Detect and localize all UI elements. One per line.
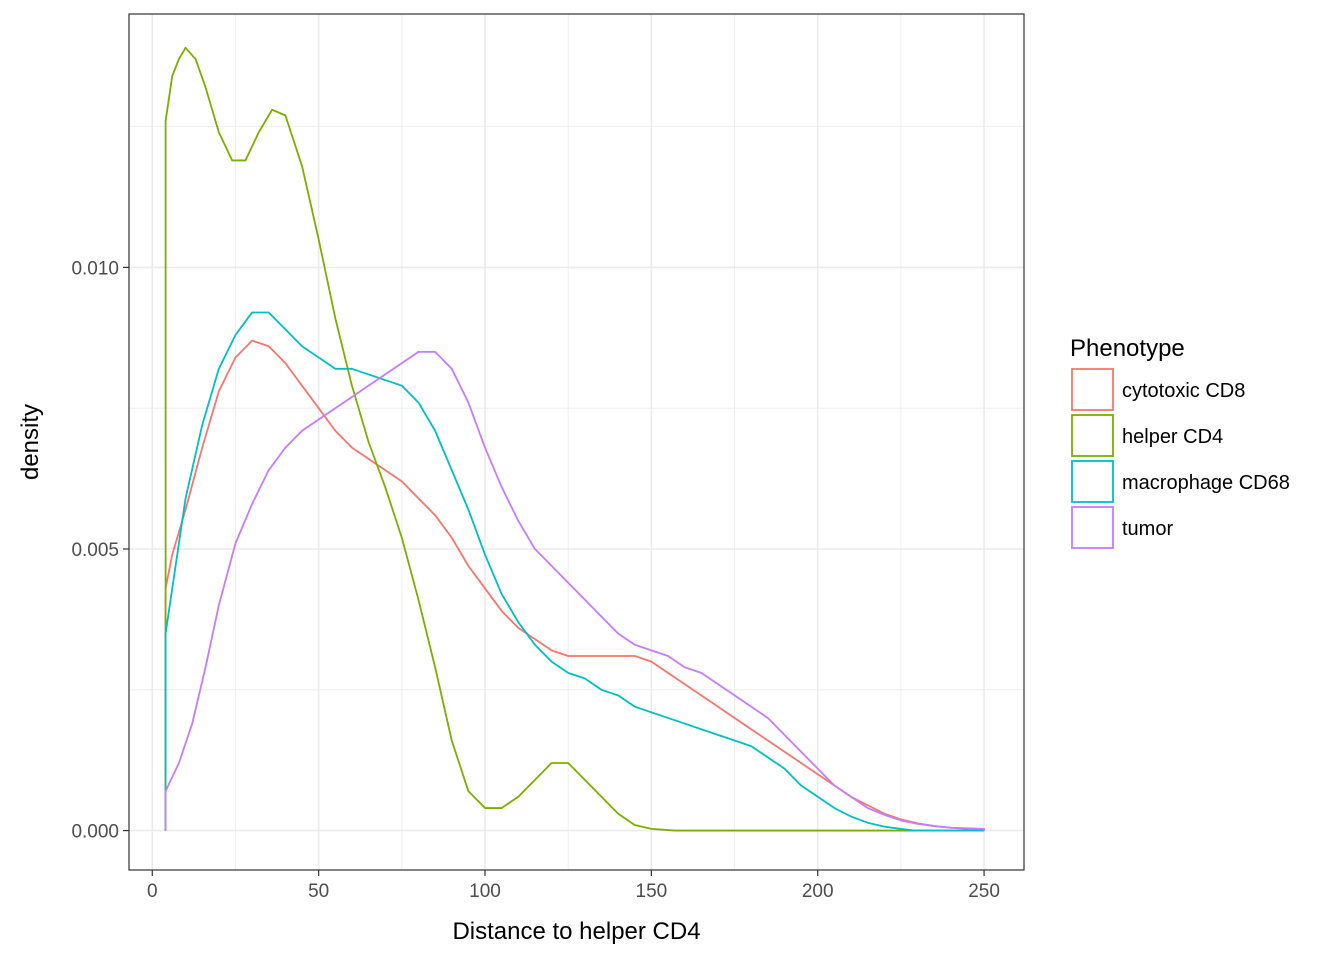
series-lines — [164, 46, 985, 832]
legend-key-3 — [1071, 506, 1114, 549]
x-tick-label: 200 — [802, 881, 834, 902]
y-tick-label: 0.005 — [71, 540, 119, 561]
x-tick-label: 250 — [968, 881, 1000, 902]
legend-key-2 — [1071, 460, 1114, 503]
y-axis-title: density — [17, 404, 44, 480]
legend: Phenotype cytotoxic CD8 helper CD4 macroph… — [1070, 335, 1290, 549]
legend-label-2: macrophage CD68 — [1122, 472, 1290, 494]
y-tick-label: 0.010 — [71, 258, 119, 279]
series-line-1 — [164, 46, 985, 832]
legend-label-0: cytotoxic CD8 — [1122, 380, 1245, 402]
legend-label-1: helper CD4 — [1122, 426, 1223, 448]
legend-key-0 — [1071, 368, 1114, 411]
panel-border — [128, 13, 1025, 871]
x-tick-label: 50 — [308, 881, 329, 902]
x-tick-label: 0 — [147, 881, 158, 902]
grid — [129, 14, 1024, 870]
series-line-3 — [164, 350, 985, 831]
legend-label-3: tumor — [1122, 518, 1173, 540]
x-tick-label: 150 — [636, 881, 668, 902]
series-line-2 — [164, 311, 985, 832]
axes: 0 50 100 150 200 250 0.000 0.005 0.010 — [71, 258, 999, 902]
y-tick-label: 0.000 — [71, 822, 119, 843]
x-axis-title: Distance to helper CD4 — [452, 918, 700, 945]
x-tick-label: 100 — [469, 881, 501, 902]
legend-key-1 — [1071, 414, 1114, 457]
legend-title: Phenotype — [1070, 335, 1185, 362]
